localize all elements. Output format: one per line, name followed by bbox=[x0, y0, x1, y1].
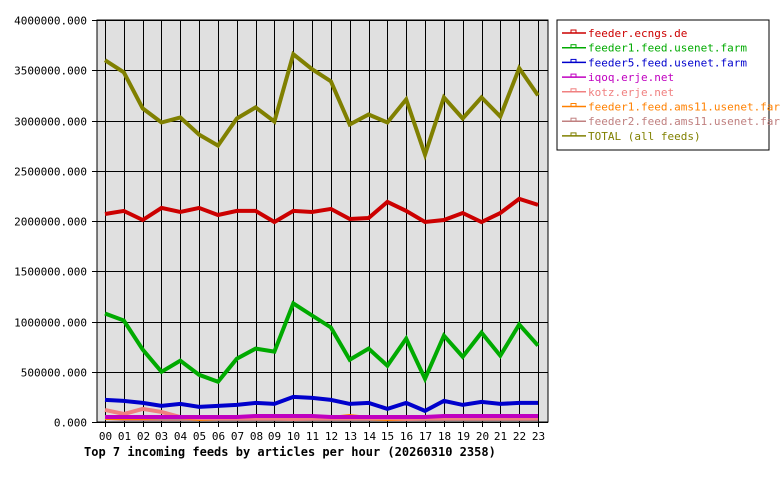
legend: feeder.ecngs.defeeder1.feed.usenet.farmf… bbox=[556, 19, 780, 151]
legend-label: TOTAL (all feeds) bbox=[588, 130, 701, 143]
x-tick-label: 17 bbox=[419, 430, 432, 443]
x-tick-label: 06 bbox=[212, 430, 225, 443]
y-tick-label: 2000000.000 bbox=[14, 216, 87, 229]
x-tick-label: 00 bbox=[99, 430, 112, 443]
x-tick-label: 08 bbox=[250, 430, 263, 443]
legend-marker-icon bbox=[570, 117, 577, 122]
x-tick-label: 16 bbox=[400, 430, 413, 443]
x-tick-label: 15 bbox=[381, 430, 394, 443]
y-tick-label: 4000000.000 bbox=[14, 15, 87, 28]
x-tick-label: 05 bbox=[193, 430, 206, 443]
legend-label: kotz.erje.net bbox=[588, 86, 674, 99]
x-tick-label: 18 bbox=[438, 430, 451, 443]
y-tick-label: 3500000.000 bbox=[14, 65, 87, 78]
x-tick-label: 01 bbox=[118, 430, 131, 443]
legend-label: feeder5.feed.usenet.farm bbox=[588, 56, 747, 69]
legend-marker-icon bbox=[570, 103, 577, 107]
y-tick-label: 500000.000 bbox=[21, 367, 87, 380]
legend-label: feeder1.feed.ams11.usenet.farm bbox=[588, 101, 780, 114]
legend-marker-icon bbox=[570, 88, 577, 93]
legend-marker-icon bbox=[570, 58, 577, 63]
x-tick-label: 20 bbox=[476, 430, 489, 443]
legend-label: feeder2.feed.ams11.usenet.farm bbox=[588, 115, 780, 128]
legend-marker-icon bbox=[570, 44, 577, 49]
series-line bbox=[105, 414, 538, 419]
x-tick-label: 23 bbox=[532, 430, 545, 443]
x-tick-label: 04 bbox=[174, 430, 188, 443]
x-tick-label: 22 bbox=[513, 430, 526, 443]
x-tick-label: 21 bbox=[494, 430, 507, 443]
series-line bbox=[103, 50, 540, 161]
y-tick-label: 3000000.000 bbox=[14, 116, 87, 129]
x-tick-label: 19 bbox=[457, 430, 470, 443]
x-tick-label: 13 bbox=[344, 430, 357, 443]
series-line bbox=[104, 196, 539, 225]
x-tick-label: 03 bbox=[155, 430, 168, 443]
legend-marker-icon bbox=[570, 29, 577, 34]
legend-marker-icon bbox=[570, 132, 577, 137]
y-axis: 0.000 500000.000 1000000.000 1500000.000 200… bbox=[14, 15, 97, 430]
legend-label: iqoq.erje.net bbox=[588, 71, 674, 84]
series-lines bbox=[103, 50, 540, 422]
legend-label: feeder.ecngs.de bbox=[588, 27, 687, 40]
legend-label: feeder1.feed.usenet.farm bbox=[588, 42, 747, 55]
legend-marker-icon bbox=[570, 73, 577, 78]
chart-title: Top 7 incoming feeds by articles per hou… bbox=[84, 445, 496, 459]
series-line bbox=[104, 300, 540, 385]
y-tick-label: 0.000 bbox=[54, 417, 87, 430]
x-tick-label: 10 bbox=[287, 430, 300, 443]
series-line bbox=[104, 394, 538, 414]
x-tick-label: 09 bbox=[268, 430, 281, 443]
x-tick-label: 12 bbox=[325, 430, 338, 443]
x-tick-label: 02 bbox=[137, 430, 150, 443]
x-tick-label: 14 bbox=[363, 430, 377, 443]
y-tick-label: 1000000.000 bbox=[14, 317, 87, 330]
x-tick-label: 07 bbox=[231, 430, 244, 443]
y-tick-label: 2500000.000 bbox=[14, 166, 87, 179]
x-axis: 00 01 02 03 04 05 06 07 08 09 10 11 12 13 14 15 16 17 18 19… bbox=[99, 430, 545, 443]
legend-box bbox=[556, 19, 770, 151]
x-tick-label: 11 bbox=[306, 430, 319, 443]
y-tick-label: 1500000.000 bbox=[14, 266, 87, 279]
